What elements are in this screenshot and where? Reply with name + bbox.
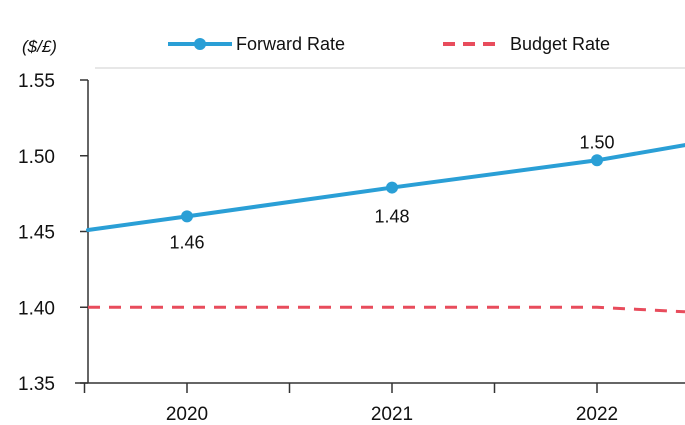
legend-marker-forward-rate [194,38,206,50]
data-label-forward-rate: 1.46 [169,232,204,252]
legend-item-forward-rate: Forward Rate [168,34,345,54]
legend: Forward Rate Budget Rate [168,34,610,54]
point-forward-rate [386,181,398,194]
data-label-forward-rate: 1.50 [579,132,614,152]
y-tick-label: 1.50 [18,147,55,168]
legend-label-forward-rate: Forward Rate [236,34,345,54]
y-tick-label: 1.55 [18,71,55,92]
legend-label-budget-rate: Budget Rate [510,34,610,54]
y-tick-label: 1.35 [18,374,55,395]
y-unit-label: ($/£) [22,37,57,56]
data-label-forward-rate: 1.48 [374,207,409,227]
point-forward-rate [181,210,193,223]
y-tick-label: 1.45 [18,223,55,244]
x-tick-label: 2021 [371,404,413,425]
x-tick-label: 2022 [576,404,618,425]
series-layer [86,143,685,314]
y-tick-label: 1.40 [18,298,55,319]
legend-item-budget-rate: Budget Rate [443,34,610,54]
series-line-budget-rate [88,305,685,314]
point-forward-rate [591,154,603,167]
y-axis-ticks: 1.35 1.40 1.45 1.50 1.55 [18,71,88,395]
x-tick-label: 2020 [166,404,208,425]
x-axis-ticks: 2020 2021 2022 [83,383,618,425]
data-labels: 1.46 1.48 1.50 [169,132,614,252]
